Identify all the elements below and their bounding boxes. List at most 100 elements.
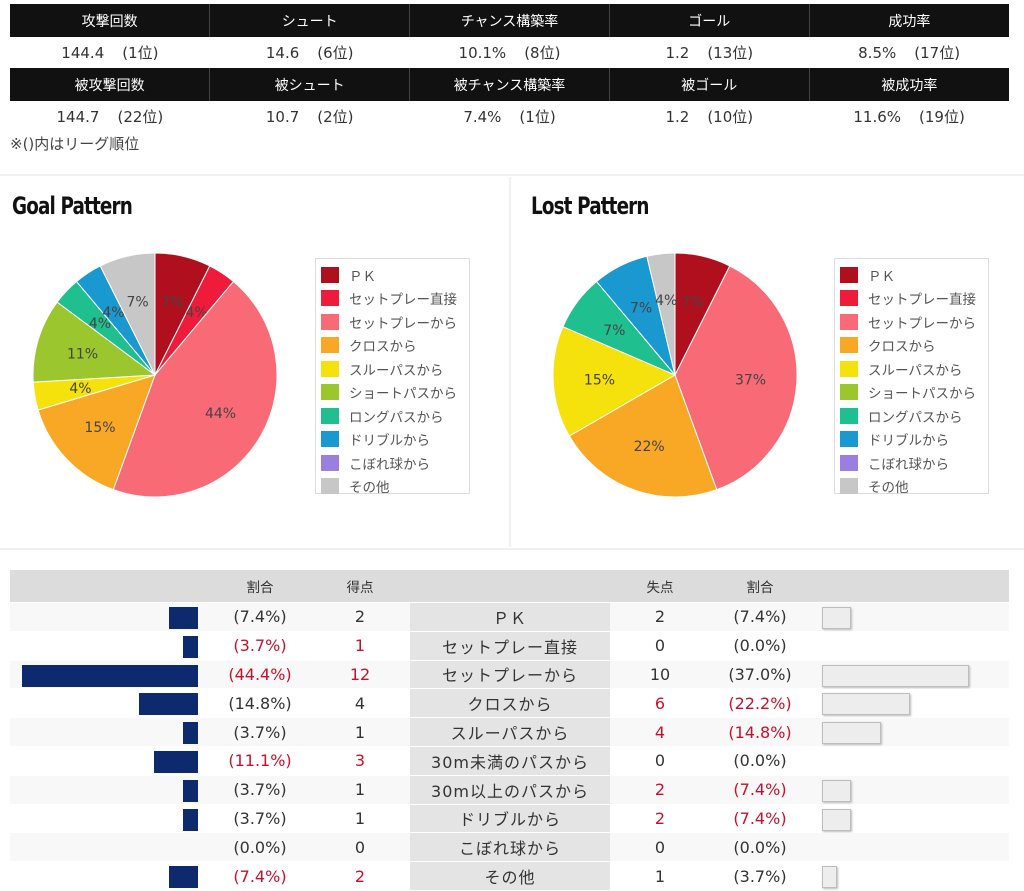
pattern-label: セットプレー直接 [410,631,610,661]
pie-data-label: 7% [603,323,625,339]
stat-cell: 144.7 (22位) [10,101,210,132]
conceded-count: 6 [610,688,710,719]
legend-label: セットプレー直接 [349,292,457,309]
legend-item: ＰＫ [835,263,988,287]
legend-label: こぼれ球から [868,456,949,473]
goal-ratio-bar [183,779,198,802]
goal-ratio: (3.7%) [210,804,310,834]
stat-rank: (6位) [317,44,354,62]
pie-slice [568,374,718,498]
defense-header: 被成功率 [808,68,1009,101]
goal-ratio: (14.8%) [210,688,310,719]
conceded-ratio: (7.4%) [710,775,810,805]
goal-count: 12 [310,660,410,690]
pattern-label: ＰＫ [410,602,610,632]
conceded-count: 10 [610,660,710,690]
legend-swatch [840,266,858,283]
pattern-label: ドリブルから [410,804,610,834]
header-cell [810,570,1009,603]
conceded-ratio-bar [822,693,910,716]
goal-count: 2 [310,861,410,891]
legend-item: こぼれ球から [835,451,988,475]
stat-value: 11.6% [853,108,902,126]
pie-data-label: 4% [102,305,124,321]
pie-data-label: 7% [681,294,703,310]
legend-item: セットプレーから [316,310,469,334]
conceded-bar-cell [810,804,1009,834]
conceded-count: 0 [610,631,710,661]
conceded-ratio-bar [822,722,881,745]
stat-cell: 1.2 (13位) [609,37,809,68]
stat-cell: 14.6 (6位) [210,37,410,68]
conceded-ratio: (7.4%) [710,602,810,632]
attack-header: シュート [209,4,410,37]
legend-swatch [840,431,858,448]
conceded-ratio-bar [822,808,852,831]
pie-data-label: 15% [584,372,615,388]
team-stats-table: 攻撃回数 シュート チャンス構築率 ゴール 成功率 144.4 (1位) 14.6… [10,4,1009,132]
goal-ratio-bar [168,866,198,889]
comparison-row: (0.0%) 0 こぼれ球から 0 (0.0%) [10,832,1009,863]
legend-swatch [321,478,339,495]
stat-value: 7.4% [463,108,502,126]
conceded-bar-cell [810,688,1009,719]
legend-swatch [321,431,339,448]
legend-label: その他 [349,480,390,497]
pattern-label: 30m未満のパスから [410,746,610,776]
conceded-ratio-bar [822,866,837,889]
legend-swatch [321,360,339,377]
attack-header: 攻撃回数 [10,4,210,37]
goal-count: 2 [310,602,410,632]
stat-rank: (8位) [524,44,561,62]
stat-rank: (10位) [707,108,754,126]
comparison-row: (44.4%) 12 セットプレーから 10 (37.0%) [10,660,1009,690]
header-left-ratio: 割合 [210,570,310,603]
legend-swatch [321,313,339,330]
rank-note: ※()内はリーグ順位 [10,135,140,153]
attack-header: ゴール [608,4,810,37]
pattern-label: その他 [410,861,610,891]
legend-item: ショートパスから [316,381,469,405]
goal-pattern-pie: 7%4%44%15%4%11%4%4%7% [32,252,278,498]
conceded-count: 0 [610,832,710,863]
pie-data-label: 11% [67,346,98,362]
pie-data-label: 4% [89,316,111,332]
legend-swatch [840,360,858,377]
stat-cell: 11.6% (19位) [809,101,1009,132]
legend-item: こぼれ球から [316,451,469,475]
goal-ratio-bar [183,635,198,658]
pie-data-label: 7% [126,294,148,310]
legend-label: ロングパスから [868,409,963,426]
legend-label: スルーパスから [349,362,444,379]
legend-swatch [840,454,858,471]
pie-slice [99,252,156,376]
goal-bar-cell [10,631,210,661]
stat-rank: (22位) [117,108,164,126]
legend-swatch [321,337,339,354]
conceded-ratio-bar [822,779,852,802]
goal-ratio-bar [22,664,198,687]
divider [509,177,511,547]
defense-value-row: 144.7 (22位) 10.7 (2位) 7.4% (1位) 1.2 (10位) 11… [10,101,1009,132]
stat-cell: 144.4 (1位) [10,37,210,68]
legend-label: ショートパスから [349,386,457,403]
comparison-row: (3.7%) 1 ドリブルから 2 (7.4%) [10,804,1009,834]
conceded-count: 2 [610,602,710,632]
conceded-ratio-bar [822,607,852,629]
conceded-ratio: (0.0%) [710,746,810,776]
legend-swatch [321,290,339,307]
goal-bar-cell [10,804,210,834]
pie-data-label: 37% [735,372,766,388]
pie-slice [112,280,278,498]
goal-ratio: (7.4%) [210,602,310,632]
legend-label: スルーパスから [868,362,963,379]
pie-data-label: 15% [84,420,115,436]
header-goals: 得点 [310,570,410,603]
stat-value: 144.4 [61,44,105,62]
goal-bar-cell [10,861,210,891]
goal-ratio: (3.7%) [210,717,310,747]
goal-count: 1 [310,775,410,805]
legend-label: セットプレーから [868,315,976,332]
header-cell [10,570,210,603]
goal-ratio: (3.7%) [210,631,310,661]
